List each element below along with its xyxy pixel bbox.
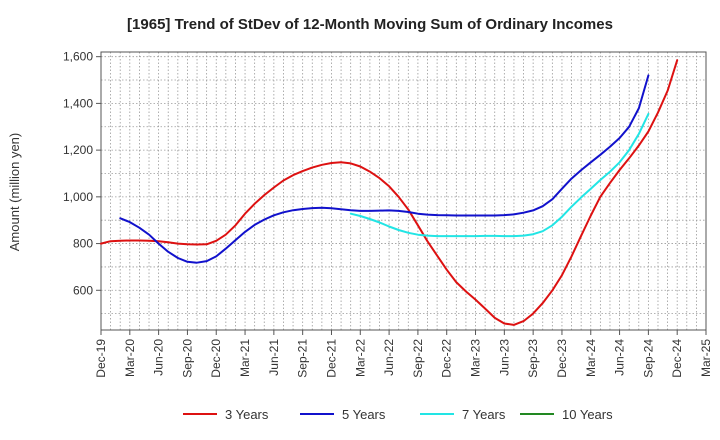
plot-background bbox=[101, 52, 706, 330]
series-line-7-years bbox=[349, 112, 650, 238]
x-tick-label: Mar-24 bbox=[584, 339, 598, 377]
x-tick-label: Mar-23 bbox=[469, 339, 483, 377]
y-tick-label: 1,000 bbox=[63, 190, 93, 204]
y-tick-label: 1,400 bbox=[63, 96, 93, 110]
x-tick-label: Dec-20 bbox=[209, 339, 223, 378]
x-tick-label: Dec-24 bbox=[670, 339, 684, 378]
legend-label-5-years: 5 Years bbox=[342, 407, 386, 422]
plot-area: 600 800 1,000 1,200 1,400 1,600 Dec-19 Mar-20 Ju… bbox=[63, 50, 713, 378]
legend-label-10-years: 10 Years bbox=[562, 407, 613, 422]
y-tick-label: 1,200 bbox=[63, 143, 93, 157]
x-tick-label: Mar-20 bbox=[123, 339, 137, 377]
x-tick-label: Mar-25 bbox=[699, 339, 713, 377]
y-tick-label: 600 bbox=[73, 283, 93, 297]
series-line-3-years bbox=[100, 59, 679, 326]
x-tick-label: Dec-22 bbox=[440, 339, 454, 378]
x-tick-label: Jun-24 bbox=[613, 339, 627, 376]
y-tick-label: 1,600 bbox=[63, 50, 93, 64]
chart-title: [1965] Trend of StDev of 12-Month Moving… bbox=[127, 16, 613, 33]
series-line-5-years bbox=[119, 74, 650, 264]
y-tick-label: 800 bbox=[73, 237, 93, 251]
x-tick-label: Sep-24 bbox=[641, 339, 655, 378]
x-tick-label: Mar-21 bbox=[238, 339, 252, 377]
plot-border bbox=[100, 51, 707, 331]
x-tick-label: Mar-22 bbox=[353, 339, 367, 377]
x-tick-label: Sep-22 bbox=[411, 339, 425, 378]
legend-label-3-years: 3 Years bbox=[225, 407, 269, 422]
x-tick-label: Dec-23 bbox=[555, 339, 569, 378]
x-tick-label: Dec-21 bbox=[324, 339, 338, 378]
x-tick-label: Jun-21 bbox=[267, 339, 281, 376]
x-tick-label: Jun-22 bbox=[382, 339, 396, 376]
legend-label-7-years: 7 Years bbox=[462, 407, 506, 422]
x-tick-label: Sep-23 bbox=[526, 339, 540, 378]
x-tick-label: Jun-23 bbox=[497, 339, 511, 376]
legend: 3 Years 5 Years 7 Years 10 Years bbox=[183, 407, 613, 422]
x-tick-label: Dec-19 bbox=[94, 339, 108, 378]
x-tick-label: Sep-21 bbox=[296, 339, 310, 378]
y-axis-label: Amount (million yen) bbox=[7, 133, 22, 252]
x-tick-label: Sep-20 bbox=[180, 339, 194, 378]
x-tick-label: Jun-20 bbox=[152, 339, 166, 376]
